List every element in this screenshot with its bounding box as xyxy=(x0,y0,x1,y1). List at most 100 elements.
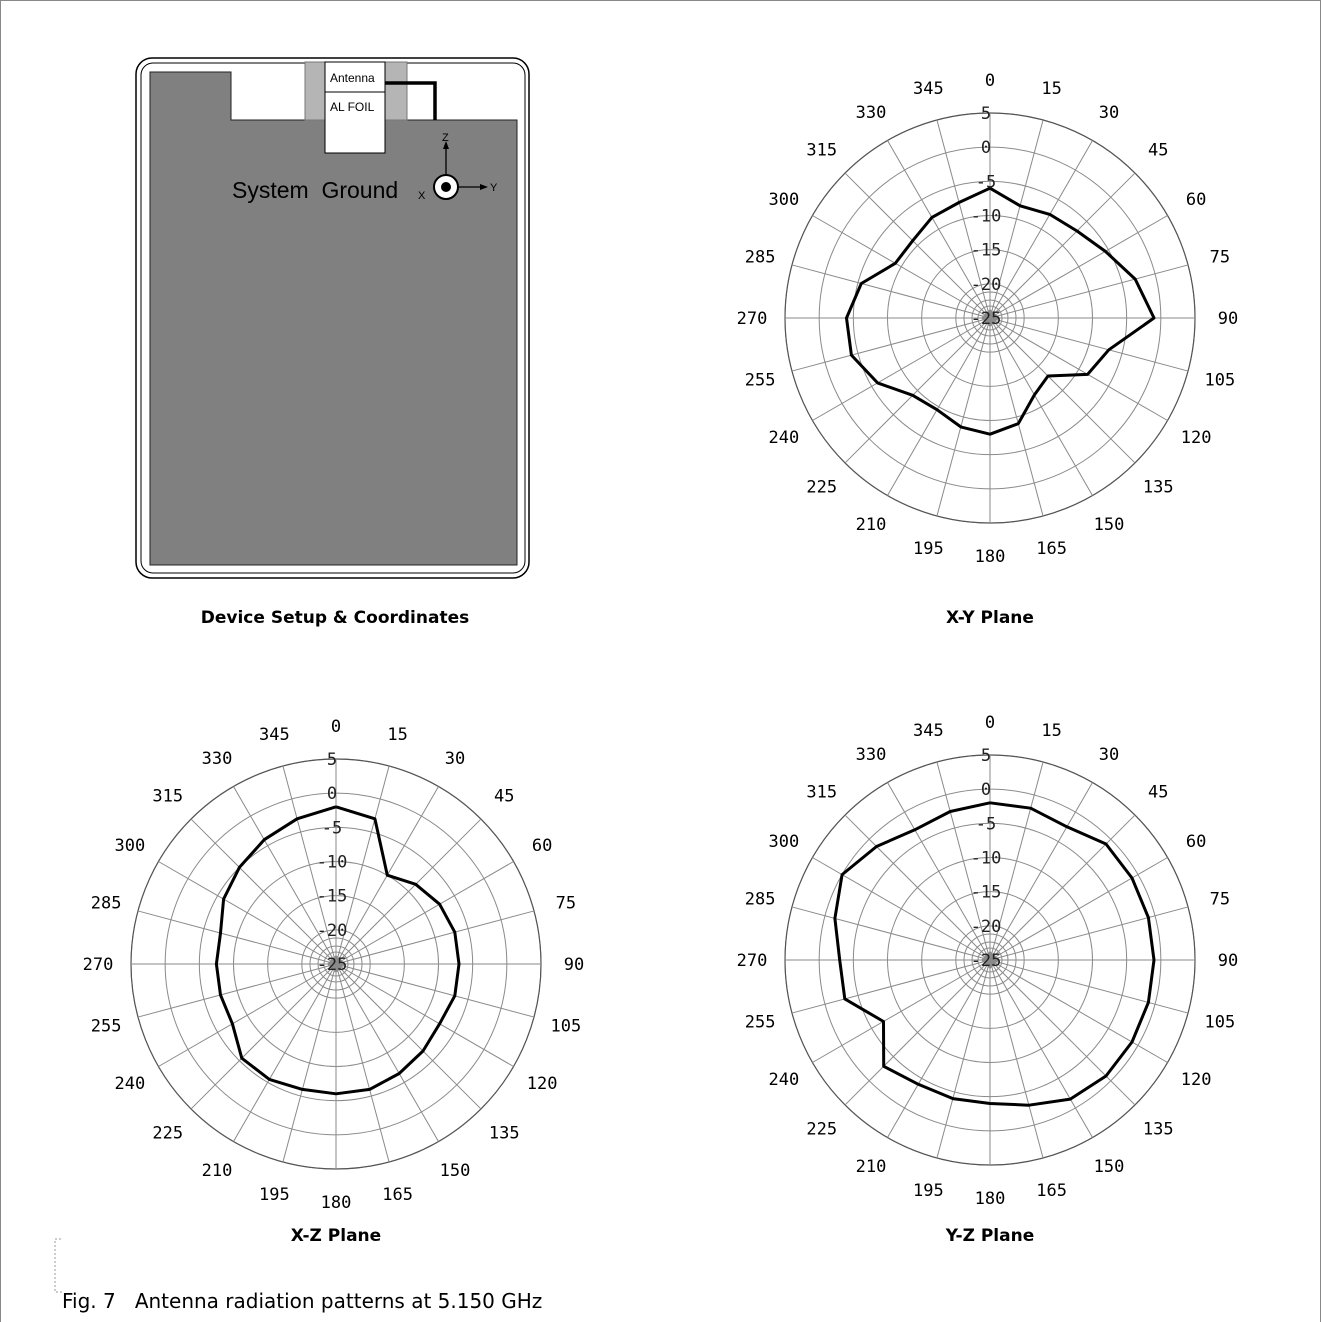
angle-tick-label: 135 xyxy=(1143,1119,1174,1139)
polar-spoke xyxy=(137,963,337,1018)
polar-spoke xyxy=(887,317,991,496)
polar-spoke xyxy=(887,140,991,319)
angle-tick-label: 120 xyxy=(1181,1070,1212,1090)
angle-tick-label: 165 xyxy=(1036,539,1067,559)
angle-tick-label: 150 xyxy=(440,1161,471,1181)
polar-spoke xyxy=(887,959,991,1138)
angle-tick-label: 15 xyxy=(1041,721,1061,741)
angle-tick-label: 105 xyxy=(551,1017,582,1037)
radial-tick-label: -5 xyxy=(322,818,342,838)
polar-spoke xyxy=(989,959,1136,1106)
radial-tick-label: -25 xyxy=(317,955,348,975)
angle-tick-label: 285 xyxy=(745,247,776,267)
angle-tick-label: 45 xyxy=(1148,783,1168,803)
angle-tick-label: 345 xyxy=(259,725,290,745)
polar-spoke xyxy=(190,818,337,965)
polar-spoke xyxy=(936,959,991,1159)
angle-tick-label: 0 xyxy=(331,717,341,737)
polar-spoke xyxy=(989,119,1044,319)
polar-center-marker xyxy=(981,309,999,327)
angle-tick-label: 45 xyxy=(1148,141,1168,161)
polar-spoke xyxy=(335,963,390,1163)
angle-tick-label: 165 xyxy=(1036,1181,1067,1201)
yz-plane-title: Y-Z Plane xyxy=(945,1226,1035,1246)
figure-caption: Fig. 7 Antenna radiation patterns at 5.1… xyxy=(62,1289,543,1313)
angle-tick-label: 225 xyxy=(152,1123,183,1143)
polar-spoke xyxy=(989,215,1168,319)
z-axis-label: Z xyxy=(442,132,449,144)
radial-tick-label: 5 xyxy=(981,104,991,124)
angle-tick-label: 180 xyxy=(975,1189,1006,1209)
polar-spoke xyxy=(844,317,991,464)
angle-tick-label: 345 xyxy=(913,79,944,99)
system-ground-label: System Ground xyxy=(232,177,398,203)
polar-spoke xyxy=(989,317,1168,421)
angle-tick-label: 345 xyxy=(913,721,944,741)
radial-tick-label: 5 xyxy=(327,750,337,770)
angle-tick-label: 270 xyxy=(83,955,114,975)
angle-tick-label: 0 xyxy=(985,713,995,733)
polar-spoke xyxy=(335,765,390,965)
polar-spoke xyxy=(989,782,1093,961)
polar-spoke xyxy=(335,910,535,965)
radial-tick-label: -10 xyxy=(971,207,1002,227)
polar-spoke xyxy=(989,264,1189,319)
polar-spoke xyxy=(233,786,337,965)
polar-spoke xyxy=(936,317,991,517)
antenna-gray-left xyxy=(304,61,326,121)
polar-spoke xyxy=(936,761,991,961)
angle-tick-label: 270 xyxy=(737,951,768,971)
angle-tick-label: 180 xyxy=(975,547,1006,567)
angle-tick-label: 75 xyxy=(1210,247,1230,267)
angle-tick-label: 255 xyxy=(91,1017,122,1037)
angle-tick-label: 210 xyxy=(856,515,887,535)
angle-tick-label: 210 xyxy=(856,1157,887,1177)
radial-tick-label: -20 xyxy=(971,275,1002,295)
polar-grid xyxy=(784,112,1196,524)
angle-tick-label: 75 xyxy=(556,893,576,913)
angle-tick-label: 300 xyxy=(115,836,146,856)
polar-spoke xyxy=(844,814,991,961)
angle-tick-label: 90 xyxy=(1218,309,1238,329)
angle-tick-label: 195 xyxy=(259,1185,290,1205)
polar-spoke xyxy=(158,861,337,965)
xy-plane-title: X-Y Plane xyxy=(946,608,1034,628)
radial-tick-label: -10 xyxy=(971,849,1002,869)
polar-spoke xyxy=(812,215,991,319)
radial-tick-label: -15 xyxy=(317,887,348,907)
angle-tick-label: 225 xyxy=(806,477,837,497)
polar-spoke xyxy=(844,959,991,1106)
polar-grid xyxy=(130,758,542,1170)
radiation-pattern-line xyxy=(845,186,1156,436)
angle-tick-label: 120 xyxy=(1181,428,1212,448)
angle-tick-label: 300 xyxy=(769,832,800,852)
radial-tick-label: -25 xyxy=(971,309,1002,329)
angle-tick-label: 285 xyxy=(91,893,122,913)
polar-spoke xyxy=(989,906,1189,961)
polar-center-marker xyxy=(327,955,345,973)
polar-spoke xyxy=(812,959,991,1063)
polar-spoke xyxy=(812,317,991,421)
angle-tick-label: 90 xyxy=(1218,951,1238,971)
angle-tick-label: 240 xyxy=(769,1070,800,1090)
antenna-gray-right xyxy=(384,61,408,121)
device-panel-title: Device Setup & Coordinates xyxy=(200,608,470,628)
radial-tick-label: -10 xyxy=(317,853,348,873)
polar-spoke xyxy=(791,264,991,319)
polar-spoke xyxy=(335,861,514,965)
angle-tick-label: 135 xyxy=(1143,477,1174,497)
angle-tick-label: 330 xyxy=(856,103,887,123)
angle-tick-label: 240 xyxy=(115,1074,146,1094)
polar-spoke xyxy=(190,963,337,1110)
feed-line xyxy=(385,81,437,120)
polar-spoke xyxy=(989,761,1044,961)
angle-tick-label: 120 xyxy=(527,1074,558,1094)
angle-tick-label: 60 xyxy=(532,836,552,856)
angle-tick-label: 225 xyxy=(806,1119,837,1139)
radial-tick-label: 0 xyxy=(327,784,337,804)
radial-tick-label: 0 xyxy=(981,780,991,800)
radiation-pattern-line xyxy=(214,805,461,1096)
polar-spoke xyxy=(233,963,337,1142)
polar-spoke xyxy=(335,963,482,1110)
polar-grid xyxy=(784,754,1196,1166)
